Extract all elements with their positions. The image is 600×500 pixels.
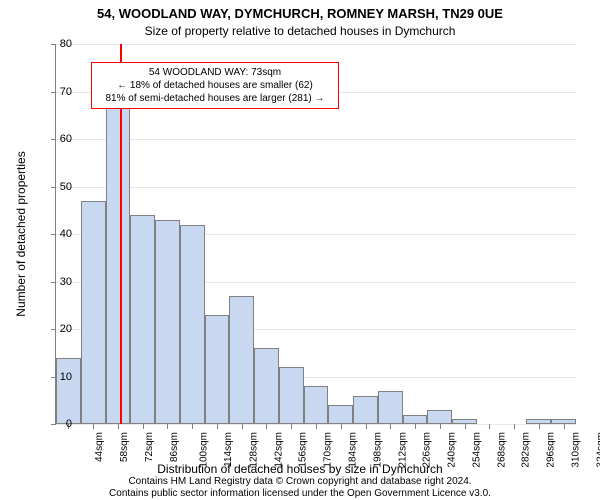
histogram-bar bbox=[378, 391, 403, 424]
annotation-line: ← 18% of detached houses are smaller (62… bbox=[98, 79, 332, 92]
gridline bbox=[56, 187, 576, 188]
x-tick-mark bbox=[291, 424, 292, 429]
x-tick-label: 198sqm bbox=[372, 432, 383, 468]
y-tick-label: 50 bbox=[52, 181, 72, 193]
x-tick-label: 86sqm bbox=[169, 432, 180, 462]
histogram-bar bbox=[279, 367, 304, 424]
histogram-bar bbox=[180, 225, 205, 425]
x-tick-mark bbox=[167, 424, 168, 429]
x-tick-label: 142sqm bbox=[273, 432, 284, 468]
histogram-bar bbox=[56, 358, 81, 425]
y-tick-label: 80 bbox=[52, 38, 72, 50]
annotation-line: 81% of semi-detached houses are larger (… bbox=[98, 92, 332, 105]
x-tick-label: 170sqm bbox=[323, 432, 334, 468]
gridline bbox=[56, 44, 576, 45]
histogram-bar bbox=[229, 296, 254, 424]
x-tick-label: 282sqm bbox=[521, 432, 532, 468]
y-tick-label: 20 bbox=[52, 323, 72, 335]
x-tick-mark bbox=[192, 424, 193, 429]
histogram-bar bbox=[328, 405, 353, 424]
x-tick-label: 100sqm bbox=[199, 432, 210, 468]
histogram-bar bbox=[205, 315, 230, 424]
x-tick-label: 310sqm bbox=[570, 432, 581, 468]
x-tick-mark bbox=[366, 424, 367, 429]
histogram-bar bbox=[353, 396, 378, 425]
histogram-chart: 54, WOODLAND WAY, DYMCHURCH, ROMNEY MARS… bbox=[0, 0, 600, 500]
x-tick-label: 254sqm bbox=[471, 432, 482, 468]
x-tick-label: 114sqm bbox=[223, 432, 234, 467]
footer-line: Contains HM Land Registry data © Crown c… bbox=[0, 476, 600, 488]
x-tick-mark bbox=[143, 424, 144, 429]
x-tick-label: 324sqm bbox=[595, 432, 600, 468]
histogram-bar bbox=[155, 220, 180, 424]
x-tick-label: 72sqm bbox=[144, 432, 155, 462]
x-tick-mark bbox=[539, 424, 540, 429]
y-tick-label: 60 bbox=[52, 133, 72, 145]
histogram-bar bbox=[130, 215, 155, 424]
x-tick-mark bbox=[465, 424, 466, 429]
y-tick-label: 70 bbox=[52, 86, 72, 98]
plot-area: 54 WOODLAND WAY: 73sqm← 18% of detached … bbox=[55, 44, 576, 425]
histogram-bar bbox=[427, 410, 452, 424]
x-tick-mark bbox=[217, 424, 218, 429]
x-tick-mark bbox=[316, 424, 317, 429]
x-tick-label: 212sqm bbox=[397, 432, 408, 468]
x-tick-label: 240sqm bbox=[447, 432, 458, 468]
chart-title-sub: Size of property relative to detached ho… bbox=[0, 24, 600, 38]
annotation-line: 54 WOODLAND WAY: 73sqm bbox=[98, 66, 332, 79]
x-tick-mark bbox=[118, 424, 119, 429]
y-axis-label: Number of detached properties bbox=[14, 69, 28, 234]
histogram-bar bbox=[304, 386, 329, 424]
annotation-box: 54 WOODLAND WAY: 73sqm← 18% of detached … bbox=[91, 62, 339, 109]
x-tick-mark bbox=[564, 424, 565, 429]
y-tick-label: 30 bbox=[52, 276, 72, 288]
x-tick-label: 184sqm bbox=[348, 432, 359, 468]
x-tick-label: 58sqm bbox=[119, 432, 130, 462]
x-tick-mark bbox=[514, 424, 515, 429]
x-tick-label: 44sqm bbox=[94, 432, 105, 462]
chart-title-main: 54, WOODLAND WAY, DYMCHURCH, ROMNEY MARS… bbox=[0, 6, 600, 21]
x-tick-mark bbox=[489, 424, 490, 429]
y-tick-label: 0 bbox=[52, 418, 72, 430]
x-tick-mark bbox=[242, 424, 243, 429]
y-tick-label: 40 bbox=[52, 228, 72, 240]
histogram-bar bbox=[106, 106, 131, 424]
chart-footer: Contains HM Land Registry data © Crown c… bbox=[0, 476, 600, 500]
x-tick-label: 268sqm bbox=[496, 432, 507, 468]
x-tick-label: 296sqm bbox=[546, 432, 557, 468]
x-tick-label: 226sqm bbox=[422, 432, 433, 468]
footer-line: Contains public sector information licen… bbox=[0, 488, 600, 500]
x-tick-mark bbox=[440, 424, 441, 429]
histogram-bar bbox=[403, 415, 428, 425]
x-tick-mark bbox=[341, 424, 342, 429]
histogram-bar bbox=[81, 201, 106, 424]
x-tick-mark bbox=[266, 424, 267, 429]
x-tick-mark bbox=[390, 424, 391, 429]
gridline bbox=[56, 139, 576, 140]
histogram-bar bbox=[254, 348, 279, 424]
x-tick-mark bbox=[93, 424, 94, 429]
x-tick-label: 128sqm bbox=[249, 432, 260, 468]
y-tick-label: 10 bbox=[52, 371, 72, 383]
x-tick-label: 156sqm bbox=[298, 432, 309, 468]
x-tick-mark bbox=[415, 424, 416, 429]
